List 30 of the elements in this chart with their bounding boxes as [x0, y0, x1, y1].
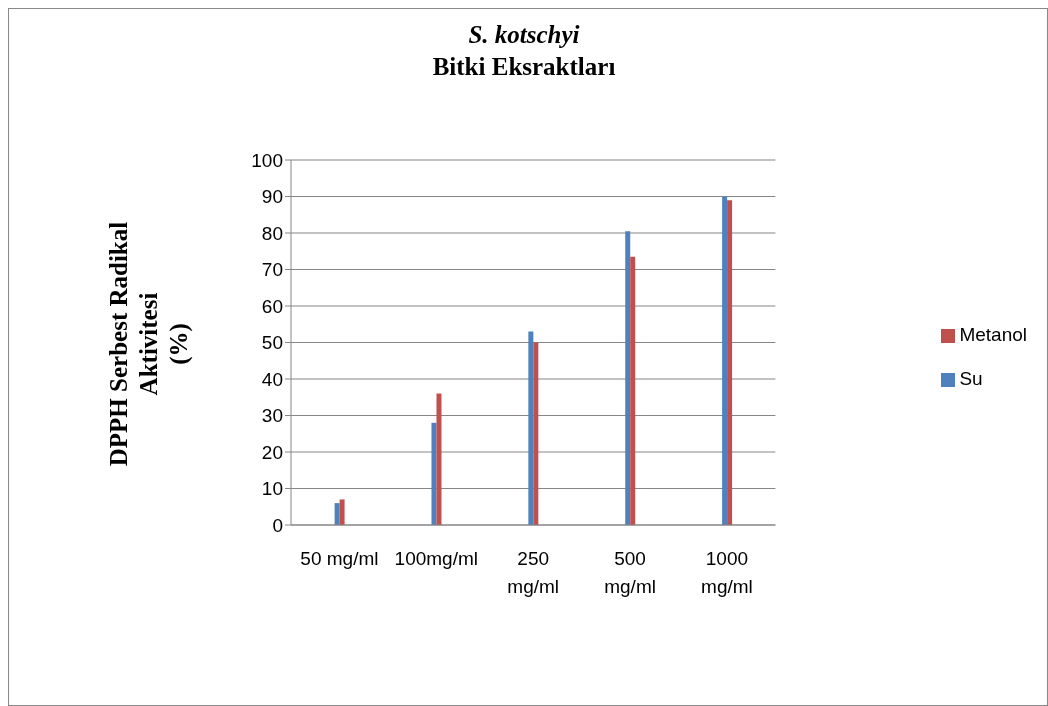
y-tick-label: 20 [261, 441, 283, 463]
y-tick-label: 50 [261, 332, 283, 354]
x-tick-label: 1000 mg/ml [701, 548, 753, 597]
y-tick-label: 90 [261, 186, 283, 208]
bar [630, 256, 636, 525]
y-tick-label: 10 [261, 478, 283, 500]
y-tick-label: 40 [261, 368, 283, 390]
bar [436, 393, 442, 525]
y-tick-label: 80 [261, 222, 283, 244]
y-tick-label: 100 [251, 149, 283, 171]
x-tick-label: 500 mg/ml [604, 548, 656, 597]
bar [431, 422, 437, 525]
bar [334, 503, 340, 525]
legend-label: Metanol [959, 324, 1027, 345]
y-tick-label: 60 [261, 295, 283, 317]
bar [727, 200, 733, 525]
x-tick-label: 250 mg/ml [507, 548, 560, 597]
bar [533, 342, 539, 525]
legend-label: Su [959, 368, 983, 389]
bar [722, 196, 728, 525]
y-tick-label: 70 [261, 259, 283, 281]
x-tick-label: 100mg/ml [394, 548, 479, 569]
y-tick-label: 0 [272, 514, 283, 536]
chart-title: S. kotschyi Bitki Eksraktları [431, 20, 617, 82]
y-tick-label: 30 [261, 405, 283, 427]
bar [625, 231, 631, 525]
bar [339, 499, 345, 525]
x-tick-label: 50 mg/ml [300, 548, 379, 569]
y-axis-title: DPPH Serbest Radikal Aktivitesi (%) [104, 221, 193, 467]
bar [528, 331, 534, 525]
